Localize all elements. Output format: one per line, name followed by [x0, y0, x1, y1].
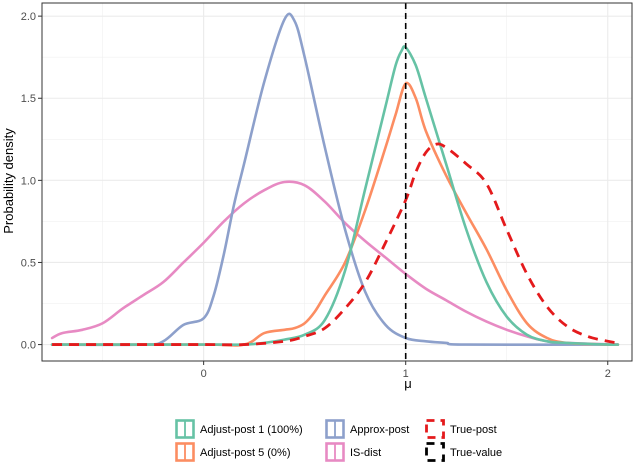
legend-label: Adjust-post 5 (0%) — [200, 447, 290, 459]
y-tick-label: 1.0 — [21, 175, 36, 187]
x-axis: 0 1 2 — [201, 361, 611, 380]
y-tick-label: 1.5 — [21, 93, 36, 105]
y-tick-label: 0.0 — [21, 340, 36, 352]
legend-item-true-post: True-post — [425, 419, 497, 439]
x-tick-label: 2 — [605, 368, 611, 380]
series-line-is-dist — [50, 180, 620, 346]
y-axis: 0.0 0.5 1.0 1.5 2.0 — [21, 11, 42, 352]
legend-item-adjust-post-5-0: Adjust-post 5 (0%) — [175, 442, 290, 462]
legend-label: True-value — [450, 447, 502, 459]
y-axis-title: Probability density — [1, 128, 16, 234]
x-tick-label: 1 — [403, 368, 409, 380]
panel-border — [41, 2, 633, 362]
legend: Adjust-post 1 (100%) Adjust-post 5 (0%) Ap… — [175, 419, 502, 462]
legend-item-approx-post: Approx-post — [325, 419, 409, 439]
legend-key — [425, 442, 445, 462]
y-tick-label: 2.0 — [21, 11, 36, 23]
y-tick-label: 0.5 — [21, 257, 36, 269]
legend-item-adjust-post-1-100: Adjust-post 1 (100%) — [175, 419, 303, 439]
series-layer — [50, 12, 620, 347]
legend-label: Approx-post — [350, 424, 409, 436]
plot-panel — [41, 2, 633, 362]
x-axis-title: μ — [404, 376, 412, 391]
x-tick-label: 0 — [201, 368, 207, 380]
legend-item-is-dist: IS-dist — [325, 442, 381, 462]
series-line-adjust-post-5-0 — [50, 81, 620, 347]
legend-label: IS-dist — [350, 447, 381, 459]
legend-label: True-post — [450, 424, 497, 436]
legend-key — [425, 419, 445, 439]
series-line-approx-post — [50, 12, 620, 347]
legend-label: Adjust-post 1 (100%) — [200, 424, 303, 436]
series-line-true-post — [52, 142, 619, 347]
legend-item-true-value: True-value — [425, 442, 502, 462]
